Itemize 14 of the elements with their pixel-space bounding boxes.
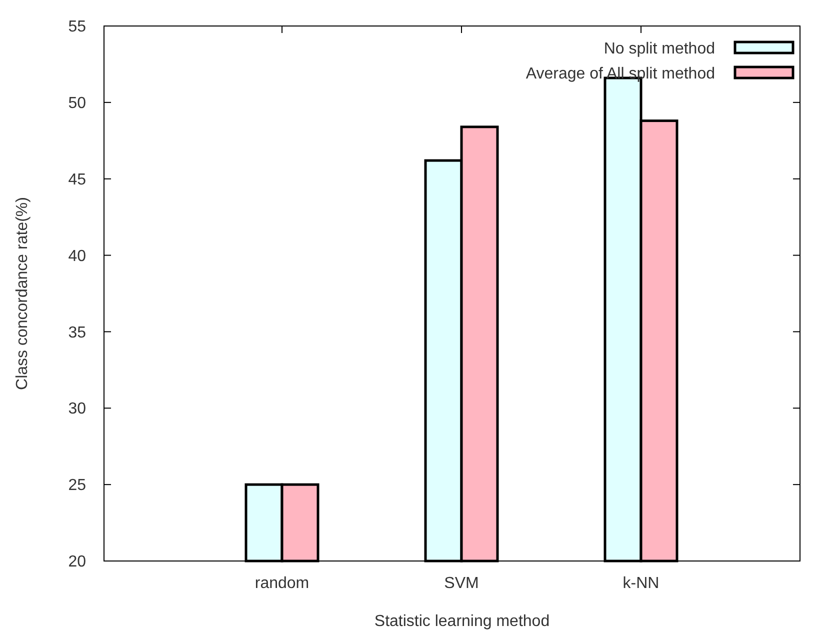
- y-tick-label: 25: [68, 477, 86, 494]
- y-tick-label: 40: [68, 248, 86, 265]
- y-tick-label: 50: [68, 95, 86, 112]
- y-tick-label: 55: [68, 18, 86, 36]
- legend-label: No split method: [604, 40, 715, 58]
- y-axis-title: Class concordance rate(%): [14, 197, 31, 390]
- x-tick-label: k-NN: [622, 575, 660, 592]
- y-tick-label: 30: [68, 400, 86, 418]
- x-tick-label: random: [254, 575, 310, 592]
- x-tick-label: SVM: [444, 575, 479, 592]
- y-tick-label: 20: [68, 554, 86, 571]
- x-axis-title: Statistic learning method: [374, 613, 550, 630]
- y-tick-label: 45: [68, 171, 86, 188]
- y-tick-label: 35: [68, 324, 86, 342]
